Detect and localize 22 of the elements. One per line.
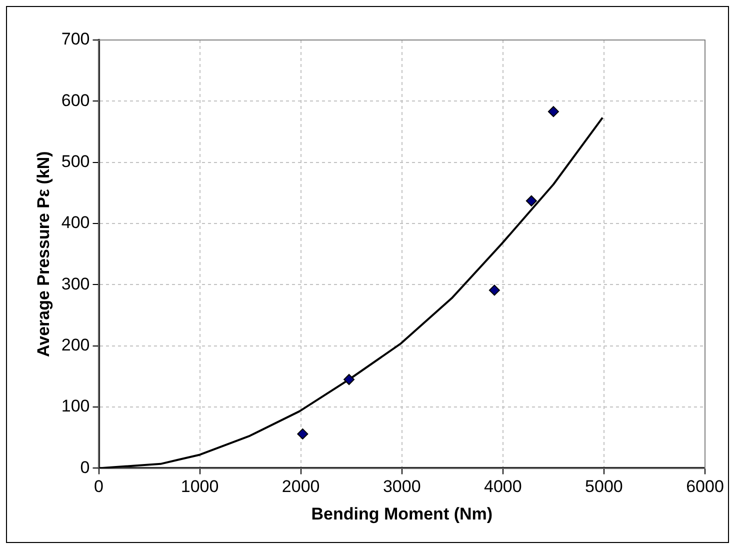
point <box>526 195 537 206</box>
point <box>488 284 500 296</box>
y-tick-label: 300 <box>61 274 90 294</box>
y-tick-label: 200 <box>61 336 90 355</box>
y-tick-label: 0 <box>80 458 90 477</box>
y-tick-label: 700 <box>61 30 90 49</box>
point <box>297 428 308 440</box>
y-tick-label: 500 <box>61 152 90 172</box>
x-tick-label: 0 <box>94 477 104 496</box>
x-tick-label: 3000 <box>382 477 421 496</box>
y-tick-label: 100 <box>61 396 90 416</box>
x-tick-label: 2000 <box>282 477 320 496</box>
point <box>548 106 559 118</box>
point <box>344 374 355 385</box>
x-tick-label: 6000 <box>686 477 724 496</box>
y-axis-title: Average Pressure Pε (kN) <box>34 151 53 358</box>
x-tick-label: 1000 <box>180 477 219 496</box>
x-tick-label: 4000 <box>484 477 522 496</box>
y-tick-label: 400 <box>61 213 90 232</box>
x-tick-label: 5000 <box>585 477 623 496</box>
y-tick-label: 600 <box>61 90 90 110</box>
x-axis-title: Bending Moment (Nm) <box>311 504 493 524</box>
